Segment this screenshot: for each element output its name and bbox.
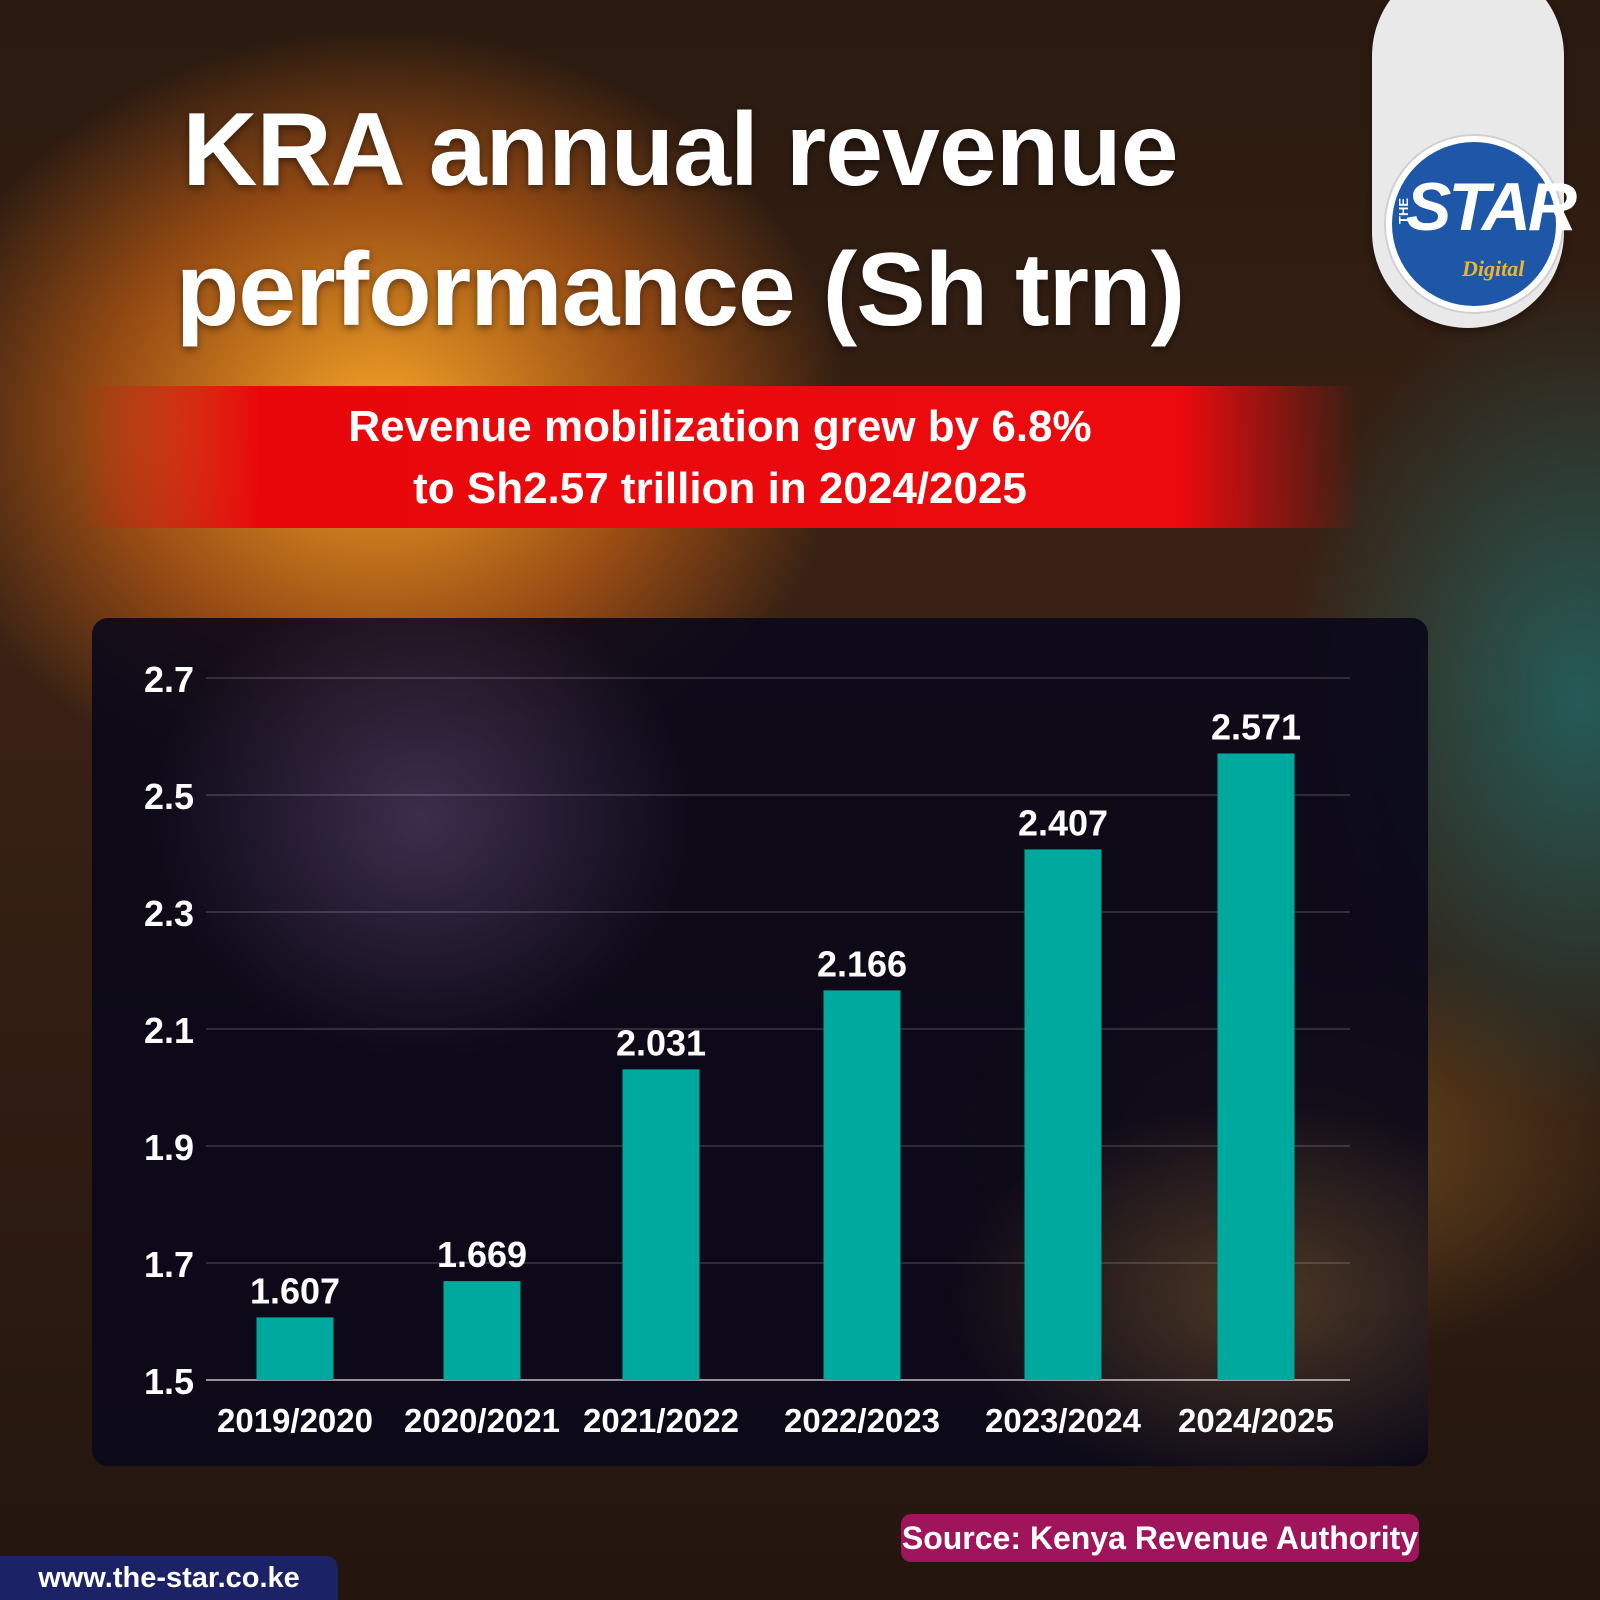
subtitle: Revenue mobilization grew by 6.8% to Sh2… [80,396,1360,520]
subtitle-line2: to Sh2.57 trillion in 2024/2025 [413,464,1027,513]
chart-panel: 1.5 1.7 1.9 2.1 2.3 2.5 2.7 1.607 2019/2020 1.669… [92,618,1428,1466]
bar-value-label: 1.607 [250,1270,340,1311]
bar-value-label: 2.166 [817,943,907,984]
x-tick-label: 2021/2022 [583,1402,739,1439]
bar [823,990,901,1380]
x-tick-label: 2023/2024 [985,1402,1142,1439]
y-tick-label: 2.7 [144,659,194,700]
bar [1217,753,1295,1380]
y-tick-label: 2.1 [144,1010,194,1051]
source-badge: Source: Kenya Revenue Authority [901,1514,1419,1562]
x-tick-label: 2024/2025 [1178,1402,1334,1439]
bar [256,1317,334,1380]
x-tick-label: 2020/2021 [404,1402,560,1439]
bar [622,1069,700,1380]
bar-value-label: 2.031 [616,1022,706,1063]
bar-value-label: 1.669 [437,1234,527,1275]
subtitle-line1: Revenue mobilization grew by 6.8% [348,402,1092,451]
y-tick-label: 2.3 [144,893,194,934]
y-tick-label: 2.5 [144,776,194,817]
logo-star-text: STAR [1406,169,1577,245]
website-link[interactable]: www.the-star.co.ke [0,1556,338,1600]
bar [443,1281,521,1380]
logo-digital-text: Digital [1462,256,1525,281]
bar-chart: 1.5 1.7 1.9 2.1 2.3 2.5 2.7 1.607 2019/2020 1.669… [144,659,1350,1439]
bar-value-label: 2.407 [1018,802,1108,843]
star-digital-logo [1386,136,1562,312]
subtitle-band [80,386,1360,528]
y-tick-label: 1.7 [144,1244,194,1285]
bar-value-label: 2.571 [1211,706,1301,747]
chart-title-line2: performance (Sh trn) [175,232,1186,348]
chart-title-line1: KRA annual revenue [182,92,1178,208]
y-tick-label: 1.9 [144,1127,194,1168]
chart-title: KRA annual revenue performance (Sh trn) [60,80,1300,360]
x-tick-label: 2022/2023 [784,1402,940,1439]
y-tick-label: 1.5 [144,1361,194,1402]
bar [1024,849,1102,1380]
x-tick-label: 2019/2020 [217,1402,373,1439]
